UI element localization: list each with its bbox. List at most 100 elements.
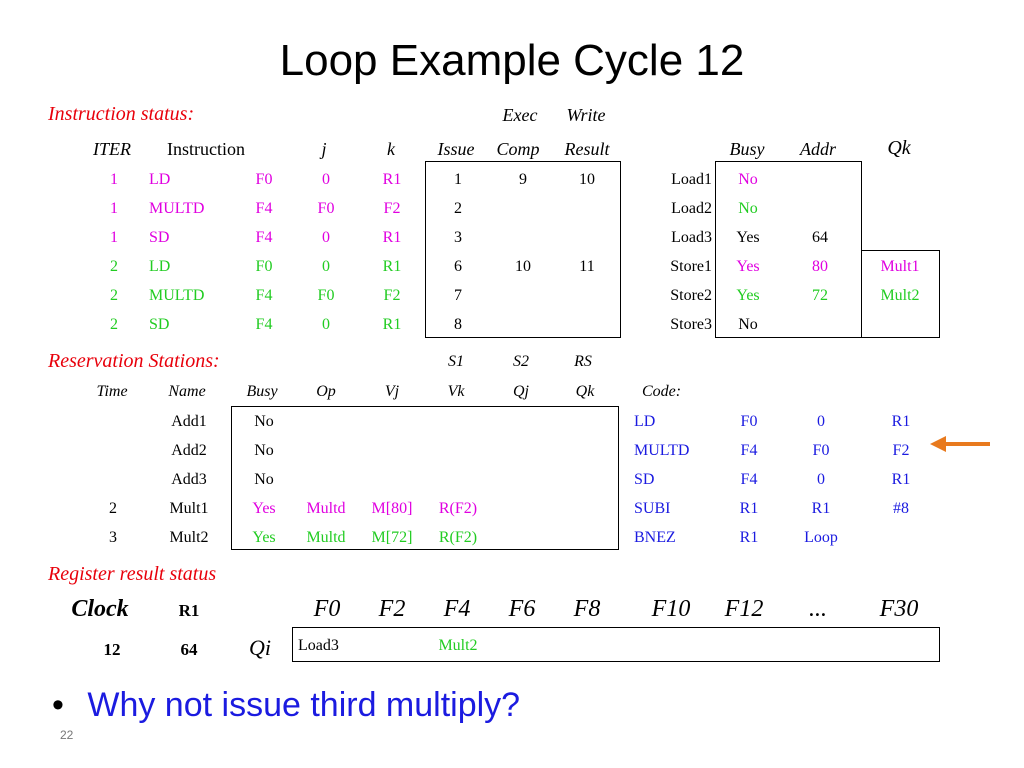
register-result-status-label: Register result status [48,563,217,585]
register-header: F4 [443,596,471,622]
code-cell: F2 [892,442,910,459]
qi-cell: Mult2 [438,637,478,654]
name-header: Name [168,383,206,400]
rs-busy-cell: No [254,442,274,459]
k-cell: R1 [382,258,402,275]
code-cell: MULTD [634,442,690,459]
rs-op-cell: Multd [306,529,346,546]
s1-header: S1 [448,353,464,370]
rs-vk-cell: R(F2) [438,529,478,546]
rs-qk-header: Qk [575,383,595,400]
register-header: F12 [724,596,764,622]
code-header: Code: [642,383,682,400]
issue-cell: 2 [454,200,462,217]
code-cell: 0 [817,471,825,488]
clock-label: Clock [71,596,129,622]
iter-cell: 1 [110,171,118,188]
iter-cell: 1 [110,229,118,246]
rs-header: RS [574,353,592,370]
dst-cell: F4 [255,316,273,333]
iter-cell: 2 [110,287,118,304]
iter-cell: 2 [110,258,118,275]
j-cell: 0 [322,171,330,188]
buffer-name-cell: Load3 [671,229,712,246]
register-header: F8 [573,596,601,622]
qi-label: Qi [249,635,271,660]
result-cell: 10 [579,171,595,188]
rs-busy-cell: Yes [252,500,276,517]
k-cell: R1 [382,316,402,333]
issue-cell: 1 [454,171,462,188]
op-cell: SD [149,316,170,333]
code-cell: BNEZ [634,529,676,546]
issue-header: Issue [437,139,475,159]
j-cell: F0 [317,200,335,217]
dst-cell: F0 [255,171,273,188]
page-number: 22 [60,728,74,742]
comp-cell: 9 [519,171,527,188]
issue-cell: 8 [454,316,462,333]
dst-cell: F4 [255,287,273,304]
code-cell: 0 [817,413,825,430]
rs-time-cell: 2 [109,500,117,517]
buffer-name-cell: Store2 [670,287,712,304]
op-cell: SD [149,229,170,246]
register-status-box [292,627,940,662]
op-cell: LD [149,171,171,188]
load-buffer-box [715,161,862,338]
dst-cell: F4 [255,200,273,217]
rs-name-cell: Mult1 [169,500,209,517]
result-header: Result [564,139,610,159]
rs-vj-cell: M[72] [371,529,413,546]
j-cell: F0 [317,287,335,304]
register-header: F2 [378,596,406,622]
code-cell: R1 [739,500,759,517]
code-cell: F4 [740,442,758,459]
bullet-text: Why not issue third multiply? [87,686,521,724]
rs-busy-cell: No [254,471,274,488]
time-header: Time [96,383,128,400]
code-cell: Loop [804,529,838,546]
arrow-left-icon [930,436,990,452]
code-cell: R1 [891,471,911,488]
instruction-status-label: Instruction status: [48,103,195,125]
op-cell: MULTD [149,287,205,304]
issue-cell: 7 [454,287,462,304]
buffer-busy-cell: No [738,171,758,188]
buffer-name-cell: Load2 [671,200,712,217]
code-cell: F0 [812,442,830,459]
buffer-qk-cell: Mult2 [880,287,920,304]
page-title: Loop Example Cycle 12 [279,36,745,85]
comp-header: Comp [496,139,540,159]
rs-name-cell: Mult2 [169,529,209,546]
reservation-stations-box [231,406,619,550]
code-cell: SD [634,471,655,488]
k-cell: R1 [382,171,402,188]
issue-cell: 3 [454,229,462,246]
k-cell: R1 [382,229,402,246]
s2-header: S2 [513,353,529,370]
store-qk-box [861,250,940,338]
code-cell: F0 [740,413,758,430]
bullet-point: • Why not issue third multiply? [52,686,520,725]
buffer-name-cell: Store1 [670,258,712,275]
code-cell: F4 [740,471,758,488]
k-header: k [387,139,395,159]
buffer-busy-cell: Yes [736,287,760,304]
qk-header: Qk [887,137,911,159]
instruction-header: Instruction [167,139,245,159]
buffer-addr-cell: 72 [812,287,828,304]
rs-name-cell: Add3 [171,471,207,488]
buffer-addr-cell: 80 [812,258,828,275]
r1-value: 64 [180,640,198,659]
vk-header: Vk [447,383,465,400]
rs-name-cell: Add2 [171,442,207,459]
code-cell: SUBI [634,500,671,517]
qi-cell: Load3 [298,637,339,654]
write-header: Write [566,105,606,125]
buffer-busy-cell: No [738,316,758,333]
code-cell: LD [634,413,656,430]
rs-vk-cell: R(F2) [438,500,478,517]
j-header: j [321,139,327,159]
rs-busy-cell: No [254,413,274,430]
